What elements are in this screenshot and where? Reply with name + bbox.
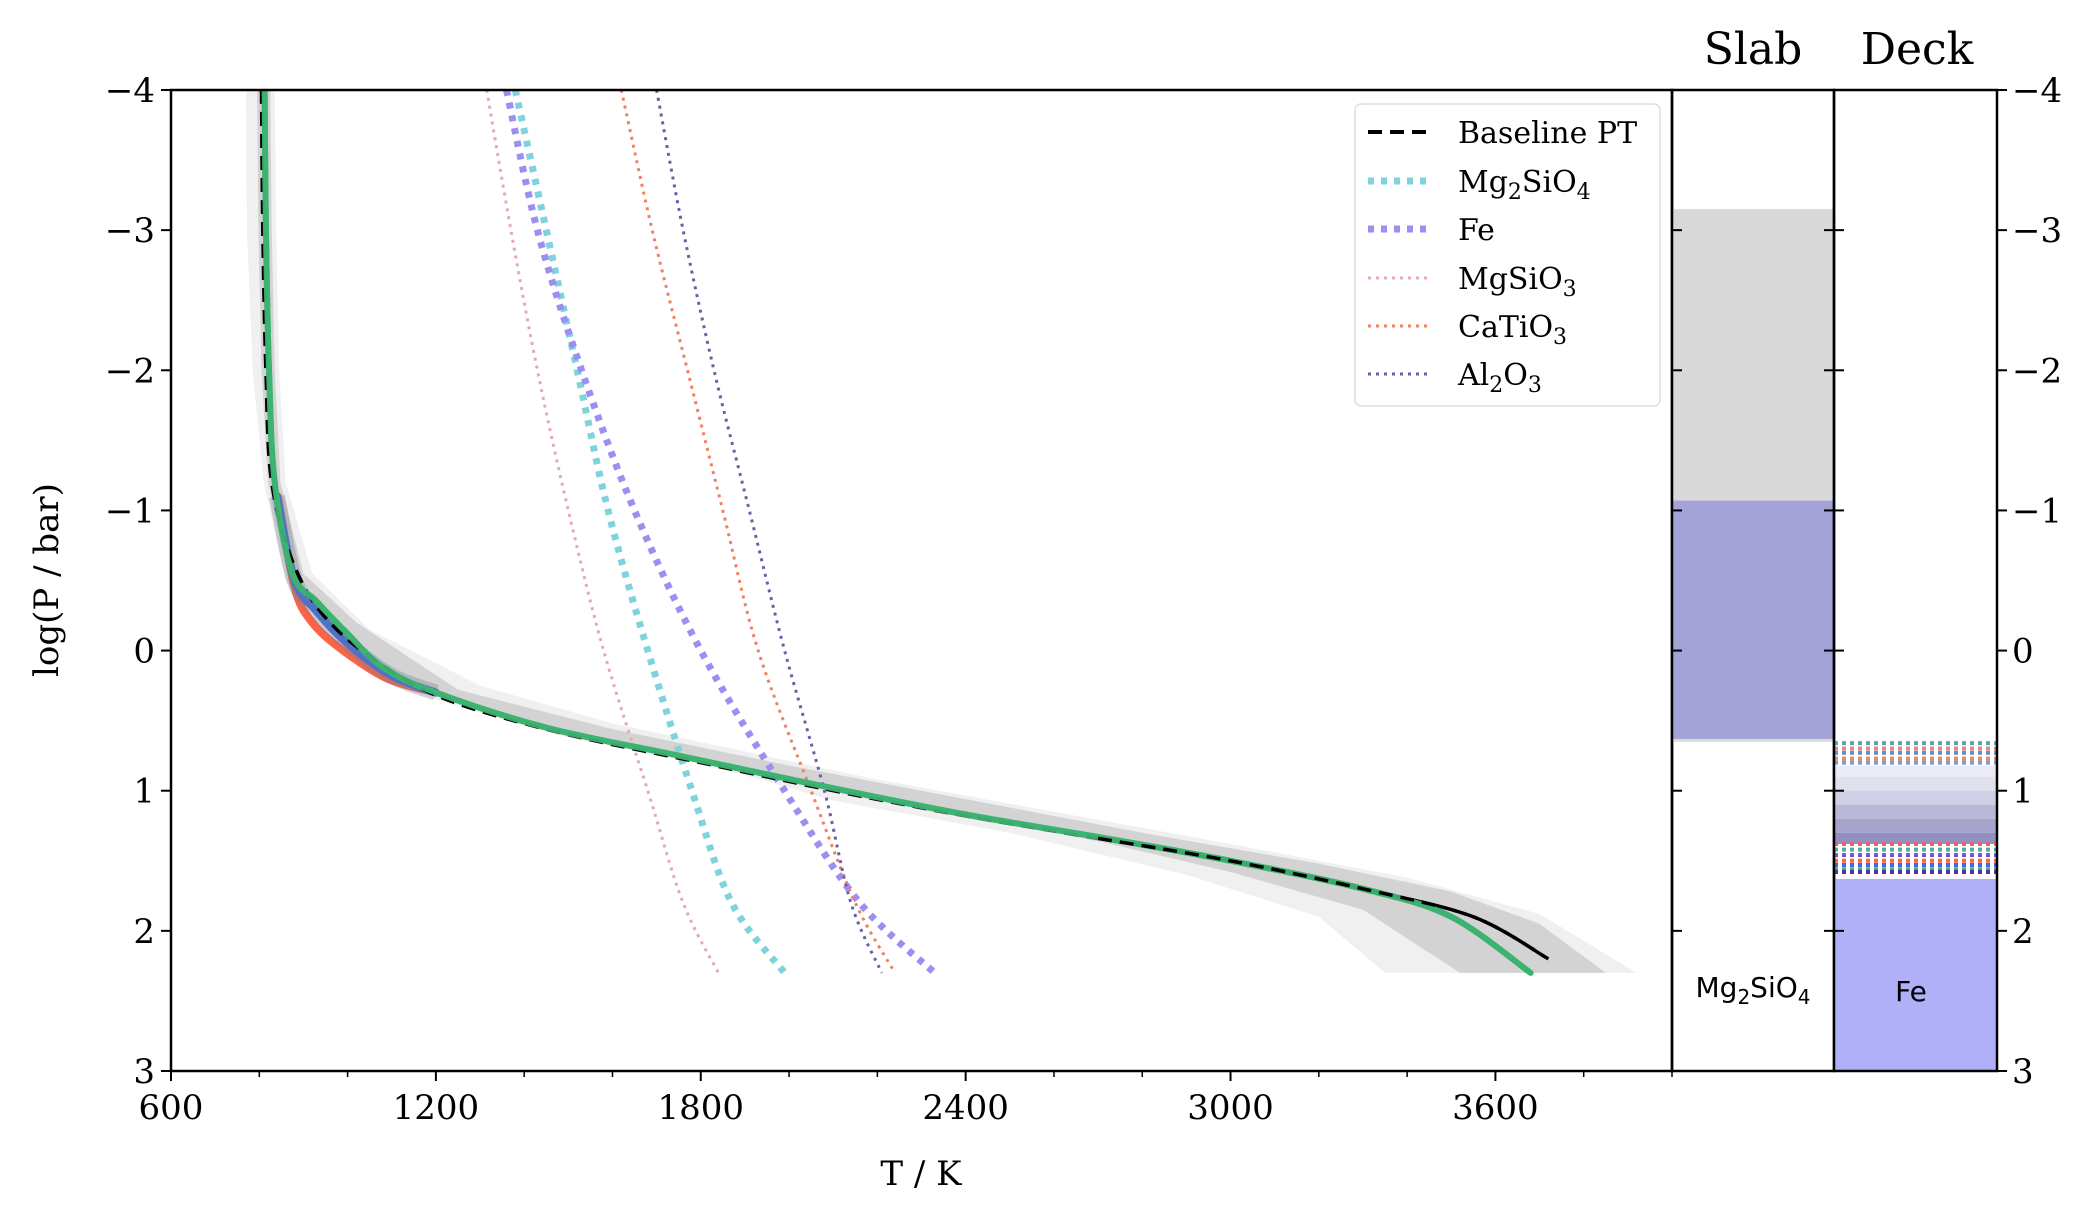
envelope-inner (257, 90, 1606, 973)
x-tick-label: 3000 (1187, 1088, 1274, 1128)
right-y-tick-label: −1 (2012, 491, 2062, 531)
deck-panel-frame (1832, 88, 1999, 1073)
deck-cloud-label: Fe (1895, 975, 1927, 1008)
deck-panel-title: Deck (1861, 24, 1974, 75)
legend-label-al2o3: Al2O3 (1457, 358, 1542, 398)
legend: Baseline PT Mg2SiO4 Fe MgSiO3 CaTiO3 Al2… (1354, 103, 1661, 407)
deck-shade-bands (1834, 765, 1997, 844)
x-tick-label: 2400 (922, 1088, 1009, 1128)
deck-shade-band (1834, 832, 1997, 844)
condensation-curve-2 (485, 90, 720, 974)
slab-purple-band (1672, 500, 1834, 739)
deck-shade-band (1834, 804, 1997, 819)
x-tick-label: 600 (139, 1088, 204, 1128)
x-axis-ticks: 600 1200 1800 2400 3000 3600 (139, 1071, 1673, 1128)
right-y-tick-label: 0 (2012, 632, 2034, 672)
condensation-curves (485, 90, 938, 976)
legend-label-mgsio3: MgSiO3 (1458, 262, 1577, 302)
y-axis-label: log(P / bar) (27, 483, 67, 677)
legend-label-baseline: Baseline PT (1458, 116, 1637, 151)
right-y-axis-ticks: −4 −3 −2 −1 0 1 2 3 (1834, 71, 2062, 1092)
slab-cloud-label: Mg2SiO4 (1696, 971, 1811, 1009)
deck-shade-band (1834, 765, 1997, 777)
right-y-tick-label: −3 (2012, 211, 2062, 251)
y-tick-label: −1 (105, 491, 155, 531)
deck-shade-band (1834, 790, 1997, 805)
deck-shade-band (1834, 818, 1997, 833)
legend-label-mg2sio4: Mg2SiO4 (1458, 165, 1591, 205)
deck-fe-fill (1834, 879, 1997, 1071)
right-y-tick-label: −2 (2012, 351, 2062, 391)
right-y-tick-label: 2 (2012, 912, 2034, 952)
condensation-curve-0 (511, 90, 788, 976)
right-y-tick-label: 3 (2012, 1052, 2034, 1092)
main-plot-panel: 600 1200 1800 2400 3000 3600 −4 −3 −2 −1 0 1 2 3 T /… (27, 71, 1674, 1194)
y-tick-label: 0 (133, 632, 155, 672)
deck-panel: Deck Fe −4 −3 −2 −1 0 1 2 3 (1832, 24, 2062, 1092)
legend-label-catio3: CaTiO3 (1458, 310, 1567, 350)
uncertainty-envelopes (246, 90, 1637, 973)
condensation-curve-4 (655, 90, 884, 974)
x-tick-label: 1800 (657, 1088, 744, 1128)
slab-panel-title: Slab (1704, 24, 1803, 75)
deck-shade-band (1834, 776, 1997, 791)
baseline-profile (259, 90, 1550, 976)
slab-panel: Slab Mg2SiO4 (1670, 24, 1836, 1073)
x-tick-label: 1200 (393, 1088, 480, 1128)
y-axis-ticks: −4 −3 −2 −1 0 1 2 3 (105, 71, 171, 1092)
x-tick-label: 3600 (1452, 1088, 1539, 1128)
legend-label-fe: Fe (1458, 213, 1495, 248)
y-tick-label: −3 (105, 211, 155, 251)
profile-green-top (261, 90, 1533, 976)
y-tick-label: 1 (133, 772, 155, 812)
baseline-pt-tail (1097, 836, 1550, 961)
y-tick-label: 2 (133, 912, 155, 952)
right-y-tick-label: 1 (2012, 772, 2034, 812)
y-tick-label: −4 (105, 71, 155, 111)
x-axis-label: T / K (880, 1154, 962, 1194)
legend-box (1354, 103, 1661, 407)
deck-cloud-top-lines (1834, 741, 1997, 874)
y-tick-label: 3 (133, 1052, 155, 1092)
y-tick-label: −2 (105, 351, 155, 391)
right-y-tick-label: −4 (2012, 71, 2062, 111)
